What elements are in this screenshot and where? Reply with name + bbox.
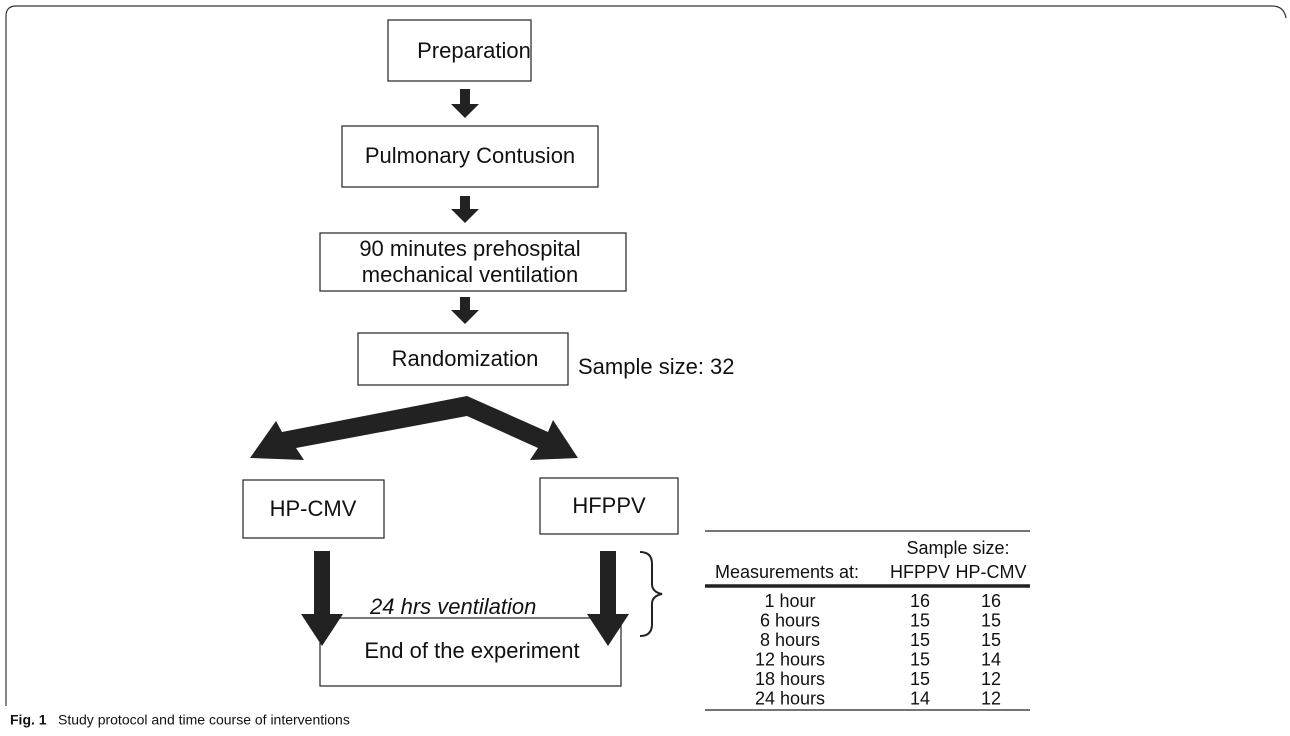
arrow [451, 297, 479, 324]
table-cell: 16 [910, 591, 930, 611]
table-cell: 12 hours [755, 649, 825, 669]
table-cell: 12 [981, 688, 1001, 708]
table-cell: 16 [981, 591, 1001, 611]
arrow [451, 196, 479, 223]
table-cell: 18 hours [755, 669, 825, 689]
table-cell: 15 [910, 630, 930, 650]
table-cell: 24 hours [755, 688, 825, 708]
node-label: Randomization [392, 346, 539, 371]
table-cell: 6 hours [760, 610, 820, 630]
node-label: HP-CMV [270, 496, 357, 521]
arrow [451, 89, 479, 118]
node-box [341, 125, 599, 188]
node-label: Preparation [417, 38, 531, 63]
node-box [319, 617, 622, 687]
brace [639, 551, 663, 637]
node-box [387, 19, 532, 82]
table-cell: 8 hours [760, 630, 820, 650]
table-cell: 15 [981, 630, 1001, 650]
node-box [357, 332, 569, 386]
table-cell: 15 [910, 610, 930, 630]
node-label: HFPPV [572, 493, 646, 518]
caption-label: Fig. 1 [10, 712, 47, 728]
arrow [301, 551, 343, 646]
node-label: Pulmonary Contusion [365, 143, 575, 168]
annotation: 24 hrs ventilation [369, 594, 536, 619]
node-label: 90 minutes prehospital [359, 236, 580, 261]
table-cell: 15 [981, 610, 1001, 630]
table-cell: 14 [910, 688, 930, 708]
caption-text: Study protocol and time course of interv… [58, 712, 350, 728]
arrows [250, 89, 629, 646]
arrow [587, 551, 629, 646]
node-box [242, 479, 385, 539]
table-cell: 15 [910, 669, 930, 689]
table: Sample size: Measurements at: HFPPV HP-C… [705, 530, 1030, 711]
group-header: Sample size: [906, 538, 1009, 558]
column-header: HP-CMV [956, 562, 1027, 582]
node-box [539, 477, 679, 535]
table-cell: 15 [910, 649, 930, 669]
frame [5, 5, 1287, 706]
split-arrow [250, 396, 578, 460]
table-cell: 14 [981, 649, 1001, 669]
table-cell: 1 hour [764, 591, 815, 611]
annotation: Sample size: 32 [578, 354, 735, 379]
node-box [319, 232, 627, 292]
node-label: mechanical ventilation [362, 262, 578, 287]
column-header: HFPPV [890, 562, 950, 582]
table-cell: 12 [981, 669, 1001, 689]
node-label: End of the experiment [364, 638, 579, 663]
column-header: Measurements at: [715, 562, 859, 582]
